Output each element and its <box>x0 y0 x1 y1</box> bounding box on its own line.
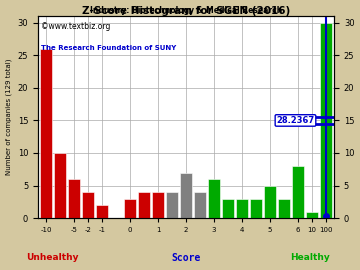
Bar <box>138 192 150 218</box>
Bar <box>236 198 248 218</box>
Title: Z-Score Histogram for SGEN (2016): Z-Score Histogram for SGEN (2016) <box>82 6 290 16</box>
Bar <box>208 179 220 218</box>
Bar <box>152 192 164 218</box>
Bar <box>54 153 66 218</box>
Bar <box>180 173 192 218</box>
Bar <box>264 185 276 218</box>
Bar <box>96 205 108 218</box>
Text: Industry: Biotechnology & Medical Research: Industry: Biotechnology & Medical Resear… <box>90 6 282 15</box>
Bar <box>278 198 290 218</box>
Bar <box>292 166 304 218</box>
Bar <box>124 198 136 218</box>
Bar <box>82 192 94 218</box>
Text: Unhealthy: Unhealthy <box>27 253 79 262</box>
Bar <box>166 192 178 218</box>
Text: ©www.textbiz.org: ©www.textbiz.org <box>41 22 110 31</box>
Bar <box>222 198 234 218</box>
Bar <box>194 192 206 218</box>
Y-axis label: Number of companies (129 total): Number of companies (129 total) <box>5 59 12 176</box>
Text: Healthy: Healthy <box>291 253 330 262</box>
Bar <box>40 49 52 218</box>
Bar <box>306 212 318 218</box>
Text: 28.2367: 28.2367 <box>276 116 315 125</box>
Text: Score: Score <box>171 253 201 263</box>
Bar <box>250 198 262 218</box>
Bar <box>68 179 80 218</box>
Bar <box>320 23 332 218</box>
Text: The Research Foundation of SUNY: The Research Foundation of SUNY <box>41 45 176 50</box>
